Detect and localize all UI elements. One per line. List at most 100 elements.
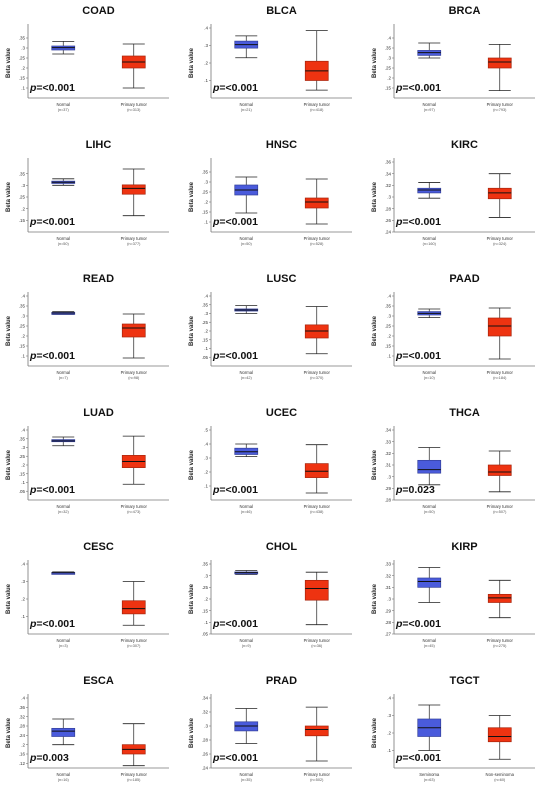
y-tick-label: .2 — [21, 206, 25, 211]
y-tick-label: .35 — [19, 36, 26, 41]
y-tick-label: .3 — [204, 311, 208, 316]
sample-count-normal: (n=42) — [241, 376, 253, 380]
x-tick-label-normal: Normal — [240, 772, 254, 777]
y-tick-label: .2 — [204, 329, 208, 334]
x-tick-label-normal: Normal — [423, 638, 437, 643]
y-tick-label: .15 — [202, 337, 209, 342]
p-value-label: p=0.023 — [395, 484, 435, 496]
y-tick-label: .1 — [204, 346, 208, 351]
box-primary-tumor — [304, 197, 329, 209]
x-tick-label-normal: Normal — [57, 370, 71, 375]
x-tick-label-primary-tumor: Primary tumor — [304, 236, 331, 241]
y-tick-label: .25 — [19, 56, 26, 61]
sample-count-normal: (n=16) — [58, 778, 70, 782]
y-axis-label: Beta value — [372, 449, 378, 480]
y-axis-label: Beta value — [189, 181, 195, 212]
y-tick-label: .2 — [21, 334, 25, 339]
y-axis-label: Beta value — [372, 181, 378, 212]
chart-panel-brca: BRCA Beta value .15 .2 .25 .3 .35 .4 Normal(n=97… — [372, 5, 535, 112]
sample-count-normal: (n=32) — [58, 510, 70, 514]
x-tick-label-normal: Normal — [240, 504, 254, 509]
y-tick-label: .25 — [385, 324, 392, 329]
y-tick-label: .3 — [387, 56, 391, 61]
y-tick-label: .15 — [385, 86, 392, 91]
y-axis-label: Beta value — [6, 47, 12, 78]
y-tick-label: .34 — [202, 696, 209, 701]
y-tick-label: .25 — [19, 195, 26, 200]
p-value-label: p=<0.001 — [212, 752, 258, 764]
y-tick-label: .4 — [387, 36, 391, 41]
sample-count-primary-tumor: (n=184) — [493, 376, 507, 380]
box-primary-tumor — [487, 317, 512, 337]
y-tick-label: .2 — [387, 334, 391, 339]
box-normal — [417, 577, 442, 588]
y-tick-label: .1 — [204, 484, 208, 489]
y-tick-label: .29 — [385, 608, 392, 613]
y-tick-label: .3 — [387, 597, 391, 602]
box-primary-tumor — [487, 464, 512, 476]
y-tick-label: .05 — [202, 355, 209, 360]
chart-title: ESCA — [83, 675, 114, 687]
sample-count-primary-tumor: (n=507) — [493, 510, 507, 514]
chart-panel-luad: LUAD Beta value .05 .1 .15 .2 .25 .3 .35 .4 Normal… — [6, 407, 169, 514]
y-tick-label: .35 — [202, 170, 209, 175]
y-tick-label: .4 — [21, 696, 25, 701]
chart-title: BLCA — [266, 5, 297, 17]
chart-panel-coad: COAD Beta value .1 .15 .2 .25 .3 .35 Normal(n=37… — [6, 5, 169, 112]
sample-count-primary-tumor: (n=438) — [310, 510, 324, 514]
box-primary-tumor — [121, 600, 146, 615]
box-primary-tumor — [304, 463, 329, 478]
x-tick-label-primary-tumor: Primary tumor — [487, 638, 514, 643]
y-tick-label: .3 — [387, 195, 391, 200]
sample-count-seminoma: (n=63) — [424, 778, 436, 782]
chart-title: HNSC — [266, 139, 297, 151]
x-tick-label-normal: Normal — [423, 504, 437, 509]
y-tick-label: .1 — [21, 614, 25, 619]
y-tick-label: .28 — [385, 206, 392, 211]
x-tick-label-normal: Normal — [423, 370, 437, 375]
chart-panel-esca: ESCA Beta value .12 .16 .2 .24 .28 .32 .36 .4 Norm… — [6, 675, 169, 782]
y-tick-label: .2 — [387, 76, 391, 81]
y-tick-label: .35 — [202, 302, 209, 307]
chart-panel-hnsc: HNSC Beta value .1 .15 .2 .25 .3 .35 Normal(n=50… — [189, 139, 352, 246]
y-tick-label: .1 — [21, 354, 25, 359]
box-primary-tumor — [487, 187, 512, 200]
sample-count-normal: (n=21) — [241, 108, 253, 112]
p-value-label: p=<0.001 — [212, 82, 258, 94]
chart-panel-ucec: UCEC Beta value .1 .2 .3 .4 .5 Normal(n=46) Prim… — [189, 407, 352, 514]
y-tick-label: .4 — [204, 442, 208, 447]
sample-count-primary-tumor: (n=185) — [127, 778, 141, 782]
y-tick-label: .4 — [21, 562, 25, 567]
sample-count-primary-tumor: (n=313) — [127, 108, 141, 112]
sample-count-normal: (n=3) — [59, 644, 69, 648]
y-tick-label: .15 — [19, 76, 26, 81]
y-tick-label: .3 — [387, 713, 391, 718]
y-tick-label: .3 — [387, 314, 391, 319]
y-tick-label: .25 — [202, 320, 209, 325]
y-tick-label: .31 — [385, 585, 392, 590]
y-axis-label: Beta value — [189, 315, 195, 346]
x-tick-label-primary-tumor: Primary tumor — [487, 102, 514, 107]
y-tick-label: .1 — [387, 748, 391, 753]
sample-count-primary-tumor: (n=377) — [127, 242, 141, 246]
x-tick-label-normal: Normal — [240, 102, 254, 107]
sample-count-primary-tumor: (n=98) — [128, 376, 140, 380]
x-tick-label-primary-tumor: Primary tumor — [304, 772, 331, 777]
p-value-label: p=<0.001 — [395, 82, 441, 94]
sample-count-normal: (n=7) — [59, 376, 69, 380]
y-axis-label: Beta value — [372, 315, 378, 346]
y-tick-label: .28 — [385, 498, 392, 503]
y-axis-label: Beta value — [189, 583, 195, 614]
box-primary-tumor — [304, 579, 329, 601]
x-tick-label-normal: Normal — [423, 102, 437, 107]
x-tick-label-normal: Normal — [240, 638, 254, 643]
chart-panel-kirp: KIRP Beta value .27 .28 .29 .3 .31 .32 .33 Normal… — [372, 541, 535, 648]
chart-title: COAD — [82, 5, 114, 17]
y-tick-label: .32 — [385, 451, 392, 456]
box-primary-tumor — [487, 57, 512, 69]
y-tick-label: .2 — [21, 742, 25, 747]
sample-count-normal: (n=35) — [241, 778, 253, 782]
y-tick-label: .26 — [202, 752, 209, 757]
y-tick-label: .33 — [385, 562, 392, 567]
box-normal — [51, 727, 76, 737]
